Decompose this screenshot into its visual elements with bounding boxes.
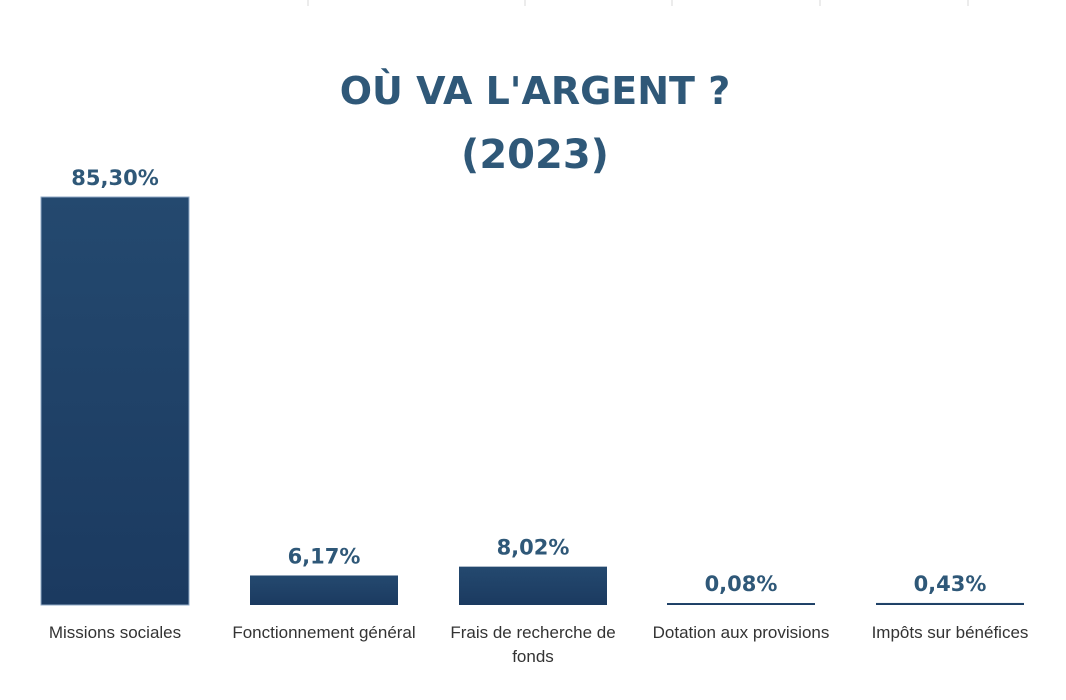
category-label-1: Fonctionnement général — [232, 623, 415, 642]
value-label-2: 8,02% — [497, 536, 570, 560]
category-label-4: Impôts sur bénéfices — [872, 623, 1029, 642]
bars-group — [40, 196, 1024, 606]
value-label-0: 85,30% — [71, 166, 158, 190]
value-labels-group: 85,30% 6,17% 8,02% 0,08% 0,43% — [71, 166, 986, 596]
category-label-3: Dotation aux provisions — [653, 623, 830, 642]
category-label-2: Frais de recherche de fonds — [450, 623, 615, 666]
bar-1 — [250, 575, 398, 605]
category-label-0: Missions sociales — [49, 623, 181, 642]
chart-subtitle: (2023) — [461, 132, 609, 178]
bar-2 — [459, 566, 607, 605]
bar-4 — [876, 602, 1024, 605]
top-gridline-ticks — [307, 0, 969, 6]
chart-title: OÙ VA L'ARGENT ? — [340, 69, 731, 113]
value-label-4: 0,43% — [914, 572, 987, 596]
bar-3 — [667, 603, 815, 605]
value-label-3: 0,08% — [705, 572, 778, 596]
value-label-1: 6,17% — [288, 544, 361, 568]
category-labels-group: Missions sociales Fonctionnement général F… — [49, 623, 1029, 666]
bar-0 — [40, 196, 190, 606]
